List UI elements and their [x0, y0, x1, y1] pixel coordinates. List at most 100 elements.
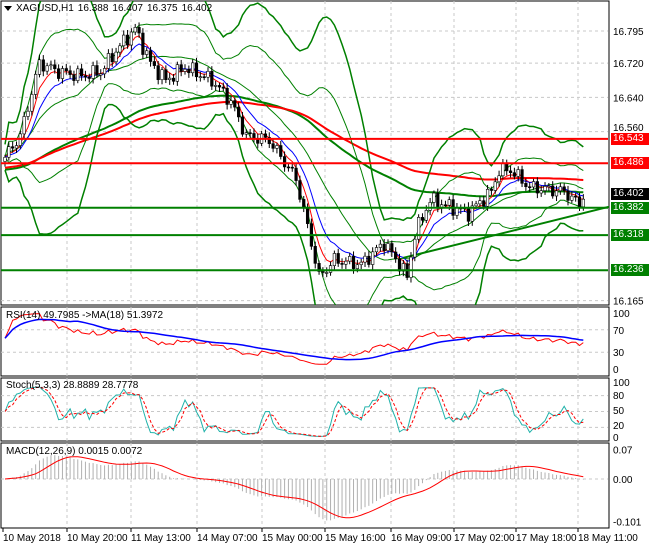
candle-body: [30, 94, 34, 112]
candle-body: [493, 181, 497, 191]
candle-body: [160, 69, 164, 80]
x-tick-label: 10 May 2018: [3, 533, 61, 544]
candle-body: [34, 74, 38, 95]
price-tick-label: 16.720: [613, 59, 644, 70]
candle-body: [37, 59, 42, 75]
candle-body: [290, 166, 294, 169]
candle-body: [485, 189, 490, 207]
candle-body: [367, 255, 371, 265]
candle-body: [374, 247, 379, 253]
candle-body: [80, 68, 84, 77]
candle-body: [118, 45, 122, 53]
candle-body: [164, 69, 168, 81]
candle-body: [26, 110, 30, 117]
candle-body: [152, 61, 156, 66]
candle-body: [363, 255, 367, 263]
rsi-ma-line: [4, 318, 584, 361]
rsi-label: RSI(14) 49.7985 ->MA(18) 51.3972: [6, 310, 164, 321]
candle-body: [240, 116, 245, 135]
rsi-line: [4, 313, 584, 365]
candle-body: [53, 64, 57, 70]
rsi-tick-label: 0: [613, 365, 619, 376]
candle-body: [447, 199, 451, 206]
candle-body: [409, 256, 413, 278]
level-price-label: 16.486: [611, 157, 649, 170]
candle-body: [110, 53, 114, 63]
candle-body: [547, 185, 551, 188]
candle-body: [531, 181, 536, 188]
candle-body: [420, 217, 425, 221]
low-value: 16.375: [146, 3, 178, 14]
candle-body: [313, 245, 317, 264]
candle-body: [214, 85, 218, 87]
stoch-signal-line: [4, 386, 584, 437]
candle-body: [581, 198, 585, 208]
panel-frame-3: [0, 442, 610, 529]
slow-ma-red: [4, 100, 584, 181]
bollinger-lower: [4, 83, 584, 305]
candle-body: [551, 185, 555, 197]
candle-body: [68, 70, 72, 75]
candle-body: [99, 73, 103, 76]
candle-body: [554, 190, 559, 197]
candle-body: [198, 76, 202, 78]
candle-body: [455, 207, 459, 216]
candle-body: [470, 205, 474, 222]
candle-body: [562, 186, 566, 192]
candle-body: [508, 170, 513, 173]
stoch-tick-label: 80: [613, 391, 625, 402]
candle-body: [129, 31, 133, 46]
candle-body: [516, 169, 520, 177]
main-plot: [3, 1, 609, 305]
candle-body: [7, 146, 11, 158]
level-price-label: 16.318: [611, 229, 649, 242]
stoch-tick-label: 50: [613, 406, 625, 417]
candle-body: [252, 133, 256, 139]
rsi-tick-label: 70: [613, 326, 625, 337]
candle-body: [221, 86, 225, 89]
x-tick-label: 17 May 18:00: [516, 533, 577, 544]
candle-body: [275, 145, 279, 149]
candle-body: [22, 116, 26, 135]
candle-body: [355, 264, 359, 269]
candle-body: [497, 175, 501, 183]
panel-frame-1: [0, 306, 610, 377]
x-tick-label: 18 May 11:00: [578, 533, 638, 544]
level-price-label: 16.543: [611, 132, 649, 145]
candle-body: [267, 137, 271, 145]
candle-body: [466, 206, 471, 222]
candle-body: [382, 243, 386, 252]
panel-frame-0: [0, 0, 610, 306]
candle-body: [305, 206, 310, 224]
candle-body: [91, 65, 95, 79]
candle-body: [145, 50, 149, 55]
candle-body: [336, 253, 340, 264]
candle-body: [501, 162, 505, 177]
stoch-label: Stoch(5,3,3) 28.8889 28.7778: [6, 380, 139, 391]
dropdown-triangle-icon[interactable]: [4, 6, 12, 11]
candle-body: [539, 190, 543, 194]
candle-body: [359, 261, 363, 266]
candle-body: [543, 186, 547, 191]
candle-body: [206, 70, 210, 78]
candle-body: [344, 260, 348, 265]
macd-tick-label: -0.101: [613, 517, 642, 528]
candle-body: [413, 238, 417, 258]
candle-body: [106, 53, 111, 69]
candle-body: [321, 271, 325, 273]
candle-body: [225, 87, 229, 105]
candle-body: [351, 256, 356, 269]
candle-body: [524, 183, 528, 188]
macd-tick-label: 0.07: [613, 446, 633, 457]
candle-body: [229, 100, 233, 105]
level-price-label: 16.236: [611, 264, 649, 277]
candle-body: [45, 65, 49, 72]
stoch-tick-label: 100: [613, 378, 630, 389]
trendline: [403, 205, 609, 259]
candle-body: [436, 192, 440, 209]
candle-body: [390, 243, 394, 253]
candle-body: [137, 27, 141, 34]
candle-body: [570, 195, 574, 201]
candle-body: [248, 132, 252, 135]
